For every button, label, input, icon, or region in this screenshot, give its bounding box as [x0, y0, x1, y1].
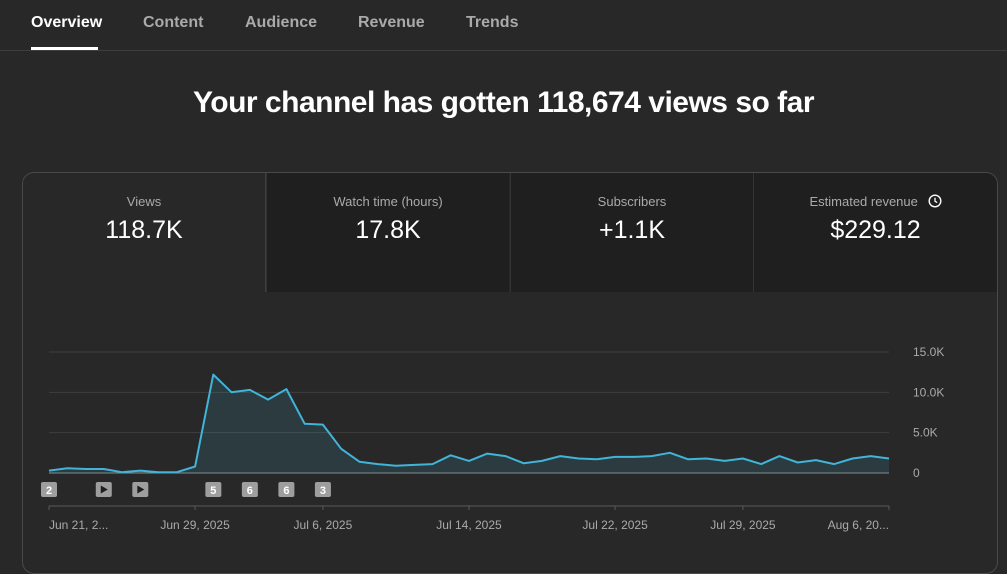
y-tick-label: 10.0K	[913, 385, 944, 399]
video-marker: 2	[41, 482, 57, 497]
play-icon	[137, 485, 145, 494]
marker-box	[41, 482, 57, 497]
metric-value: +1.1K	[598, 216, 666, 244]
marker-box	[278, 482, 295, 497]
marker-label: 5	[210, 485, 216, 497]
marker-label: 3	[320, 485, 326, 497]
x-tick-label: Jun 29, 2025	[160, 518, 230, 532]
x-tick-label: Aug 6, 20...	[828, 518, 889, 532]
metric-tab[interactable]: Subscribers +1.1K	[510, 173, 753, 292]
video-marker: 3	[314, 482, 331, 497]
metric-value: $229.12	[830, 216, 921, 244]
chart: 0 5.0K 10.0K 15.0K Jun 21, 2... Jun 29, 2025 J…	[41, 345, 944, 532]
metric-label: Estimated revenue	[754, 194, 997, 209]
tab[interactable]: Revenue	[358, 14, 425, 31]
metric-tab[interactable]: Views 118.7K	[23, 173, 266, 292]
headline: Your channel has gotten 118,674 views so…	[192, 86, 815, 119]
x-tick-label: Jul 29, 2025	[710, 518, 776, 532]
tab-indicator	[31, 47, 98, 50]
tab[interactable]: Content	[143, 14, 204, 31]
tab[interactable]: Audience	[245, 14, 318, 31]
video-marker: 5	[205, 482, 222, 497]
clock-icon	[928, 194, 942, 208]
tab[interactable]: Trends	[466, 14, 519, 31]
metric-tab[interactable]: Estimated revenue $229.12	[753, 173, 997, 292]
metric-label: Views	[126, 194, 162, 209]
marker-label: 6	[283, 485, 289, 497]
video-marker: 6	[278, 482, 295, 497]
metric-label: Watch time (hours)	[333, 194, 443, 209]
marker-label: 6	[247, 485, 253, 497]
tab-bar: Overview Content Audience Revenue Trends	[0, 0, 1007, 51]
metric-value: 17.8K	[355, 216, 421, 244]
line	[48, 373, 890, 474]
metric-label: Subscribers	[597, 194, 667, 209]
play-icon	[100, 485, 108, 494]
metric-label-text: Estimated revenue	[809, 194, 918, 209]
x-tick-label: Jun 21, 2...	[49, 518, 108, 532]
video-marker	[95, 482, 112, 497]
y-tick-label: 15.0K	[913, 345, 944, 359]
marker-box	[314, 482, 331, 497]
tab[interactable]: Overview	[31, 14, 103, 31]
analytics-card: Views 118.7K Watch time (hours) 17.8K Su…	[22, 172, 998, 574]
x-tick-label: Jul 14, 2025	[436, 518, 502, 532]
metric-value: 118.7K	[105, 216, 183, 244]
metric-tab[interactable]: Watch time (hours) 17.8K	[266, 173, 509, 292]
marker-box	[241, 482, 258, 497]
y-tick-label: 5.0K	[913, 426, 938, 440]
x-tick-label: Jul 6, 2025	[294, 518, 353, 532]
area	[49, 374, 889, 473]
video-marker: 6	[241, 482, 258, 497]
marker-label: 2	[46, 485, 52, 497]
video-marker	[132, 482, 149, 497]
y-tick-label: 0	[913, 466, 920, 480]
marker-box	[205, 482, 222, 497]
x-tick-label: Jul 22, 2025	[582, 518, 648, 532]
